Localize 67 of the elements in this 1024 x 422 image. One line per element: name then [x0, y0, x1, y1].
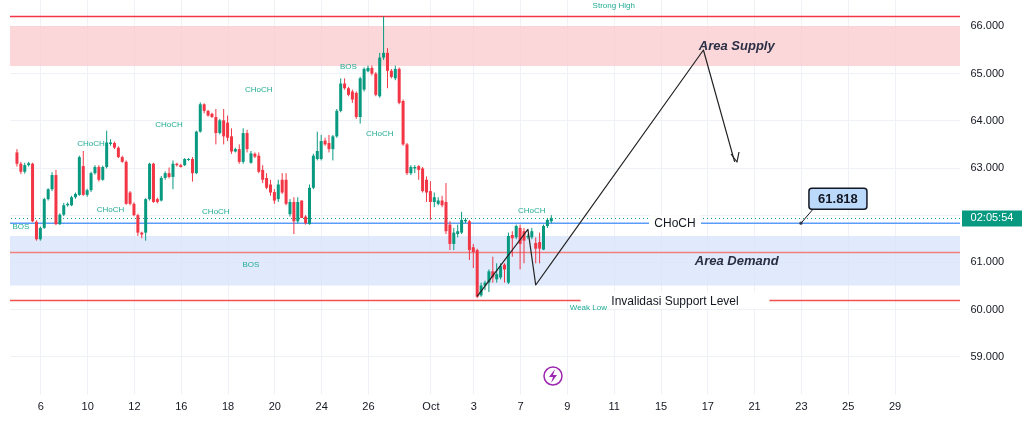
x-tick-label: 6: [37, 399, 44, 412]
x-tick-label: Oct: [422, 399, 440, 412]
candlestick: [245, 129, 249, 153]
x-tick-label: 3: [470, 399, 477, 412]
x-tick-label: 9: [564, 399, 571, 412]
y-tick-label: 65.000: [970, 66, 1005, 79]
x-tick-label: 17: [701, 399, 714, 412]
annotation: CHoCH: [518, 205, 546, 215]
annotation: CHoCH: [155, 120, 184, 130]
candlestick: [327, 134, 331, 153]
x-tick-label: 7: [517, 399, 524, 412]
candlestick: [534, 236, 538, 264]
annotation: CHoCH: [96, 204, 125, 214]
y-tick-label: 59.000: [970, 349, 1005, 362]
candlestick: [382, 16, 386, 61]
x-tick-label: 18: [221, 399, 235, 412]
candlestick: [159, 175, 163, 202]
annotation: Strong High: [592, 1, 635, 11]
candlestick: [495, 262, 499, 284]
candlestick: [222, 108, 226, 145]
x-tick-label: 10: [81, 399, 94, 412]
candlestick: [171, 159, 175, 190]
y-tick-label: 60.000: [970, 302, 1005, 315]
candlestick: [167, 167, 171, 179]
candlestick: [276, 179, 280, 203]
annotation: BOS: [340, 62, 357, 72]
annotation: CHoCH: [77, 139, 106, 149]
band-label: Area Demand: [693, 252, 780, 268]
candlestick: [229, 127, 233, 155]
x-tick-label: 11: [608, 399, 620, 412]
x-tick-label: 12: [128, 399, 141, 412]
candlestick: [319, 134, 323, 161]
x-tick-label: 24: [315, 399, 328, 412]
x-tick-label: 25: [842, 399, 855, 412]
candlestick: [452, 227, 456, 251]
candlestick: [510, 230, 514, 258]
candlestick: [385, 47, 389, 89]
x-tick-label: 21: [748, 399, 761, 412]
annotation: BOS: [12, 222, 30, 232]
candlestick: [542, 224, 546, 251]
text: 02:05:54: [970, 211, 1014, 224]
annotation: Weak Low: [569, 303, 608, 313]
x-tick-label: 29: [888, 399, 902, 412]
annotation: CHoCH: [365, 129, 394, 139]
candlestick: [292, 196, 296, 235]
annotation: 61.818: [818, 191, 858, 207]
x-tick-label: 23: [795, 399, 808, 412]
ref-line-label: CHoCH: [654, 216, 696, 231]
y-tick-label: 64.000: [970, 113, 1005, 126]
x-tick-label: 20: [268, 399, 281, 412]
annotation: CHoCH: [244, 84, 273, 94]
y-tick-label: 63.000: [970, 161, 1005, 174]
candlestick: [34, 219, 38, 242]
candlestick: [538, 232, 542, 264]
candlestick: [421, 166, 425, 194]
x-tick-label: 15: [654, 399, 668, 412]
candlestick: [237, 143, 241, 165]
y-tick-label: 66.000: [970, 19, 1005, 32]
x-tick-label: 26: [362, 399, 375, 412]
candlestick: [428, 180, 432, 221]
candlestick: [214, 108, 218, 145]
band-label: Area Supply: [697, 38, 776, 54]
annotation: BOS: [242, 259, 260, 269]
x-tick-label: 16: [175, 399, 188, 412]
y-tick-label: 61.000: [970, 255, 1005, 268]
annotation: CHoCH: [202, 206, 230, 216]
ref-line-label: Invalidasi Support Level: [611, 293, 739, 308]
